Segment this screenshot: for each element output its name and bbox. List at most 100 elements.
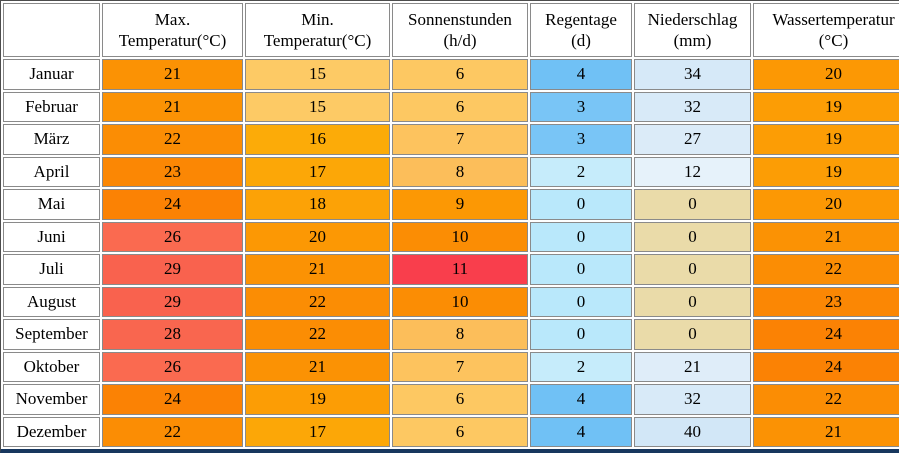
row-month-label: Dezember — [3, 416, 100, 447]
table-row: Juni 26 20 10 0 0 21 — [3, 221, 899, 252]
column-header-line2: Temperatur(°C) — [263, 31, 372, 50]
value-cell: 15 — [245, 59, 390, 90]
column-header-line1: Min. — [301, 9, 334, 29]
value-cell: 21 — [753, 416, 899, 447]
table-row: Januar 21 15 6 4 34 20 — [3, 59, 899, 90]
row-month-label: August — [3, 286, 100, 317]
table-row: Mai 24 18 9 0 0 20 — [3, 189, 899, 220]
value-cell: 10 — [392, 221, 528, 252]
value-cell: 15 — [245, 91, 390, 122]
value-cell: 19 — [753, 91, 899, 122]
value-cell: 4 — [530, 384, 632, 415]
value-cell: 21 — [753, 221, 899, 252]
column-header-line1: Max. — [154, 9, 191, 29]
column-header-line2: (°C) — [818, 31, 849, 50]
value-cell: 0 — [634, 189, 751, 220]
column-header: Regentage (d) — [530, 3, 632, 57]
value-cell: 0 — [634, 221, 751, 252]
value-cell: 8 — [392, 156, 528, 187]
value-cell: 9 — [392, 189, 528, 220]
value-cell: 3 — [530, 91, 632, 122]
column-header-empty — [3, 3, 100, 57]
value-cell: 3 — [530, 124, 632, 155]
value-cell: 8 — [392, 319, 528, 350]
column-header-line2: (mm) — [673, 31, 712, 50]
value-cell: 28 — [102, 319, 243, 350]
row-month-label: Juni — [3, 221, 100, 252]
column-header-line1: Sonnenstunden — [408, 9, 512, 29]
table-row: Juli 29 21 11 0 0 22 — [3, 254, 899, 285]
column-header-line2: (d) — [571, 31, 591, 50]
value-cell: 7 — [392, 124, 528, 155]
value-cell: 17 — [245, 416, 390, 447]
value-cell: 29 — [102, 254, 243, 285]
value-cell: 2 — [530, 351, 632, 382]
table-header: Max. Temperatur(°C) Min. Temperatur(°C) Sonn… — [3, 3, 899, 57]
row-month-label: März — [3, 124, 100, 155]
table-row: April 23 17 8 2 12 19 — [3, 156, 899, 187]
value-cell: 21 — [245, 254, 390, 285]
column-header-line1: Wassertemperatur — [772, 9, 895, 29]
value-cell: 24 — [102, 384, 243, 415]
table-row: September 28 22 8 0 0 24 — [3, 319, 899, 350]
row-month-label: April — [3, 156, 100, 187]
value-cell: 4 — [530, 59, 632, 90]
column-header: Wassertemperatur (°C) — [753, 3, 899, 57]
value-cell: 6 — [392, 416, 528, 447]
value-cell: 10 — [392, 286, 528, 317]
value-cell: 11 — [392, 254, 528, 285]
value-cell: 26 — [102, 221, 243, 252]
value-cell: 0 — [530, 319, 632, 350]
value-cell: 24 — [753, 351, 899, 382]
value-cell: 0 — [530, 189, 632, 220]
column-header-line1: Niederschlag — [647, 9, 738, 29]
value-cell: 19 — [753, 124, 899, 155]
value-cell: 40 — [634, 416, 751, 447]
row-month-label: Oktober — [3, 351, 100, 382]
value-cell: 20 — [245, 221, 390, 252]
value-cell: 17 — [245, 156, 390, 187]
column-header-line2: (h/d) — [443, 31, 477, 50]
value-cell: 0 — [634, 286, 751, 317]
value-cell: 0 — [530, 254, 632, 285]
value-cell: 20 — [753, 189, 899, 220]
table-row: Februar 21 15 6 3 32 19 — [3, 91, 899, 122]
value-cell: 24 — [753, 319, 899, 350]
value-cell: 21 — [245, 351, 390, 382]
value-cell: 22 — [753, 254, 899, 285]
column-header-line1: Regentage — [545, 9, 617, 29]
value-cell: 27 — [634, 124, 751, 155]
value-cell: 20 — [753, 59, 899, 90]
row-month-label: September — [3, 319, 100, 350]
table-body: Januar 21 15 6 4 34 20 Februar 21 15 6 3 32 19 März 22 1… — [3, 59, 899, 447]
column-header: Sonnenstunden (h/d) — [392, 3, 528, 57]
value-cell: 0 — [530, 286, 632, 317]
row-month-label: Februar — [3, 91, 100, 122]
value-cell: 23 — [102, 156, 243, 187]
value-cell: 21 — [634, 351, 751, 382]
column-header-line2: Temperatur(°C) — [118, 31, 227, 50]
value-cell: 16 — [245, 124, 390, 155]
value-cell: 4 — [530, 416, 632, 447]
table-row: März 22 16 7 3 27 19 — [3, 124, 899, 155]
value-cell: 21 — [102, 59, 243, 90]
value-cell: 32 — [634, 384, 751, 415]
value-cell: 7 — [392, 351, 528, 382]
table-row: August 29 22 10 0 0 23 — [3, 286, 899, 317]
row-month-label: November — [3, 384, 100, 415]
value-cell: 18 — [245, 189, 390, 220]
value-cell: 0 — [634, 254, 751, 285]
value-cell: 26 — [102, 351, 243, 382]
value-cell: 22 — [245, 319, 390, 350]
column-header: Max. Temperatur(°C) — [102, 3, 243, 57]
value-cell: 6 — [392, 91, 528, 122]
value-cell: 34 — [634, 59, 751, 90]
value-cell: 19 — [245, 384, 390, 415]
value-cell: 22 — [102, 416, 243, 447]
value-cell: 32 — [634, 91, 751, 122]
value-cell: 21 — [102, 91, 243, 122]
value-cell: 12 — [634, 156, 751, 187]
value-cell: 23 — [753, 286, 899, 317]
header-row: Max. Temperatur(°C) Min. Temperatur(°C) Sonn… — [3, 3, 899, 57]
row-month-label: Mai — [3, 189, 100, 220]
